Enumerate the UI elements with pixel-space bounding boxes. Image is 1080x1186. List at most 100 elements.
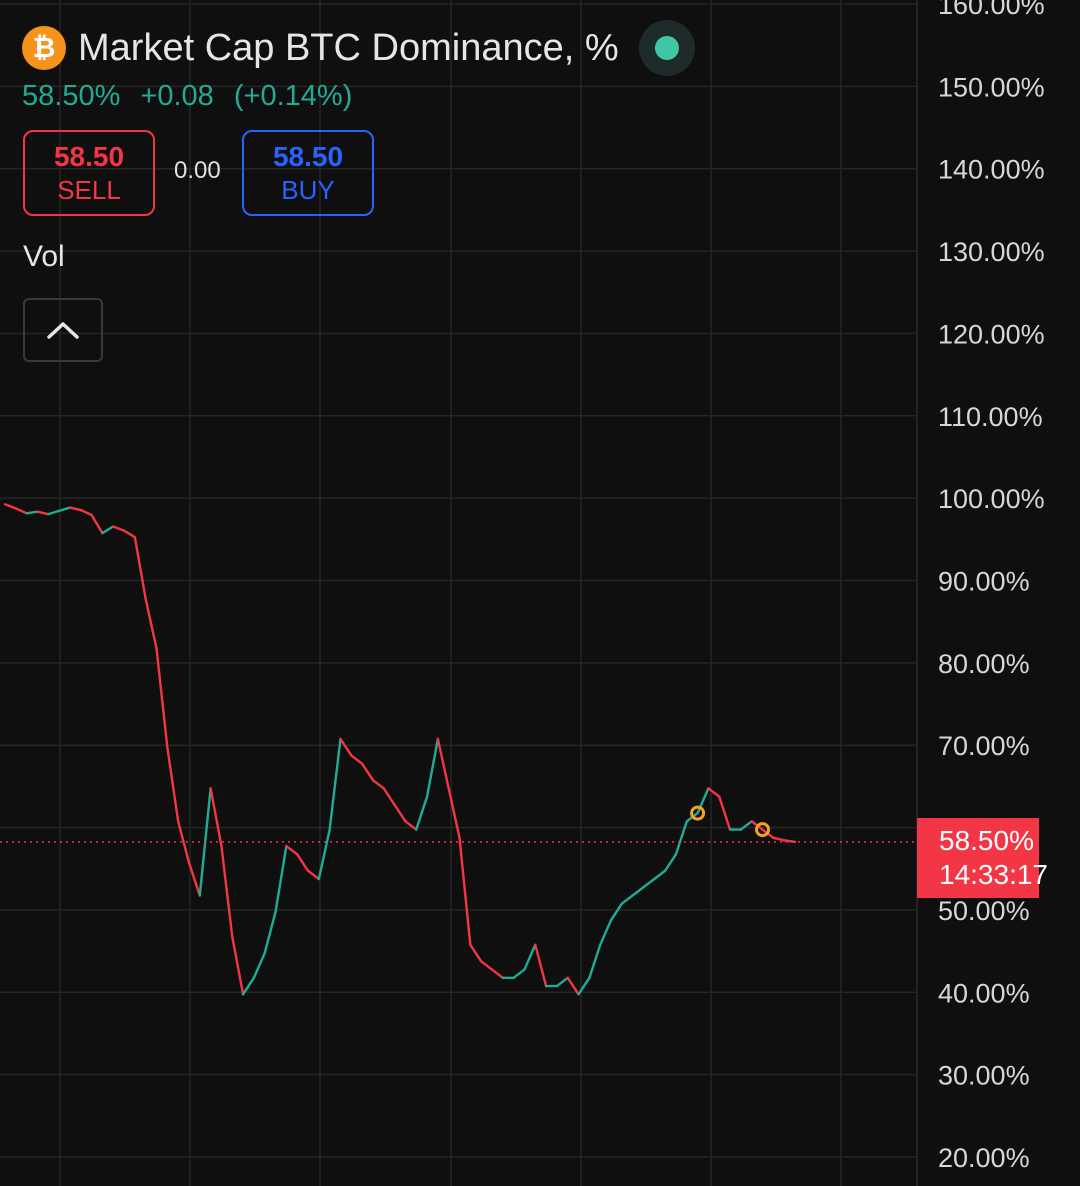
series-segment bbox=[425, 737, 440, 798]
series-segment bbox=[523, 943, 537, 971]
live-dot bbox=[654, 36, 679, 60]
series-segment bbox=[469, 943, 483, 963]
sell-label: SELL bbox=[57, 175, 121, 205]
chevron-up-icon bbox=[47, 322, 79, 339]
series-segment bbox=[718, 795, 732, 831]
series-segment bbox=[415, 795, 429, 831]
series-segment bbox=[274, 844, 288, 914]
y-axis: 160.00% 150.00% 140.00% 130.00% 120.00% 110.0… bbox=[938, 0, 1045, 1173]
y-tick-label: 30.00% bbox=[938, 1061, 1030, 1091]
series-segment bbox=[68, 506, 82, 512]
sell-button[interactable]: 58.50 SELL bbox=[23, 130, 155, 216]
y-tick-label: 130.00% bbox=[938, 237, 1045, 267]
series-segment bbox=[404, 820, 418, 831]
series-segment bbox=[588, 943, 602, 980]
series-segment bbox=[566, 976, 580, 996]
series-segment bbox=[534, 943, 548, 988]
series-segment bbox=[285, 844, 299, 856]
series-segment bbox=[36, 510, 50, 516]
series-segment bbox=[479, 960, 494, 971]
y-tick-label: 90.00% bbox=[938, 567, 1030, 597]
series-segment bbox=[350, 754, 364, 765]
series-segment bbox=[144, 597, 158, 650]
y-tick-label: 110.00% bbox=[938, 402, 1043, 432]
series-segment bbox=[458, 836, 472, 947]
series-segment bbox=[47, 509, 61, 516]
series-segment bbox=[663, 853, 678, 872]
series-segment bbox=[393, 803, 407, 823]
series-segment bbox=[772, 836, 786, 842]
spread-value: 0.00 bbox=[174, 157, 221, 184]
series-segment bbox=[739, 820, 753, 831]
series-segment bbox=[252, 951, 266, 980]
collapse-button[interactable] bbox=[23, 298, 103, 362]
series-segment bbox=[263, 910, 277, 955]
y-tick-label: 50.00% bbox=[938, 896, 1030, 926]
series-segment bbox=[339, 737, 353, 757]
series-segment bbox=[512, 968, 526, 980]
y-tick-label: 160.00% bbox=[938, 0, 1045, 20]
series-segment bbox=[176, 820, 191, 864]
series-segment bbox=[122, 529, 137, 539]
series-segment bbox=[436, 737, 450, 790]
buy-button[interactable]: 58.50 BUY bbox=[242, 130, 374, 216]
y-tick-label: 40.00% bbox=[938, 978, 1030, 1008]
price-change-percent: (+0.14%) bbox=[233, 80, 353, 112]
series-segment bbox=[642, 877, 656, 889]
vertical-gridlines bbox=[59, 0, 918, 1186]
y-tick-label: 140.00% bbox=[938, 155, 1045, 185]
live-status-icon[interactable] bbox=[638, 20, 695, 76]
event-marker[interactable] bbox=[755, 822, 771, 838]
series-segment bbox=[112, 525, 126, 532]
buy-label: BUY bbox=[281, 175, 335, 205]
series-segment bbox=[490, 968, 505, 980]
series-segment bbox=[674, 820, 688, 856]
series-segment bbox=[317, 828, 331, 881]
series-segment bbox=[696, 787, 710, 815]
series-segment bbox=[133, 536, 147, 601]
series-segment bbox=[241, 976, 256, 996]
event-marker[interactable] bbox=[690, 805, 706, 821]
series-segment bbox=[57, 506, 72, 513]
y-tick-label: 70.00% bbox=[938, 731, 1030, 761]
series-segment bbox=[620, 894, 634, 905]
series-segment bbox=[609, 902, 624, 922]
y-tick-label: 150.00% bbox=[938, 72, 1045, 102]
price-change: +0.08 bbox=[140, 80, 214, 112]
series-segment bbox=[360, 762, 375, 782]
series-segment bbox=[577, 976, 591, 996]
series-segment bbox=[631, 886, 645, 897]
series-segment bbox=[295, 853, 310, 872]
series-segment bbox=[187, 861, 201, 897]
series-segment bbox=[25, 510, 39, 515]
series-segment bbox=[555, 976, 569, 988]
series-segment bbox=[3, 503, 18, 510]
series-segment bbox=[79, 508, 93, 517]
chart-header: ₿ Market Cap BTC Dominance, % bbox=[22, 20, 695, 76]
series-segment bbox=[707, 787, 721, 798]
volume-indicator-label[interactable]: Vol bbox=[23, 240, 65, 273]
buy-price: 58.50 bbox=[272, 141, 344, 172]
series-segment bbox=[371, 778, 385, 790]
sell-price: 58.50 bbox=[53, 141, 125, 172]
series-segment bbox=[382, 787, 396, 807]
horizontal-gridlines bbox=[0, 3, 917, 1158]
quote-line: 58.50% +0.08 (+0.14%) bbox=[22, 80, 364, 113]
price-series bbox=[3, 503, 797, 996]
series-segment bbox=[231, 935, 245, 996]
y-tick-label: 100.00% bbox=[938, 484, 1045, 514]
last-price-tag: 58.50% 14:33:17 bbox=[917, 818, 1048, 898]
y-tick-label: 80.00% bbox=[938, 649, 1030, 679]
series-segment bbox=[14, 507, 28, 515]
series-segment bbox=[101, 525, 115, 535]
y-tick-label: 120.00% bbox=[938, 319, 1045, 349]
bar-countdown: 14:33:17 bbox=[939, 859, 1048, 890]
symbol-title[interactable]: Market Cap BTC Dominance, % bbox=[78, 26, 619, 69]
series-segment bbox=[653, 869, 667, 881]
series-segment bbox=[447, 787, 461, 840]
bitcoin-icon: ₿ bbox=[22, 26, 66, 70]
series-segment bbox=[166, 746, 180, 823]
series-segment bbox=[328, 737, 342, 831]
y-tick-label: 20.00% bbox=[938, 1143, 1030, 1173]
